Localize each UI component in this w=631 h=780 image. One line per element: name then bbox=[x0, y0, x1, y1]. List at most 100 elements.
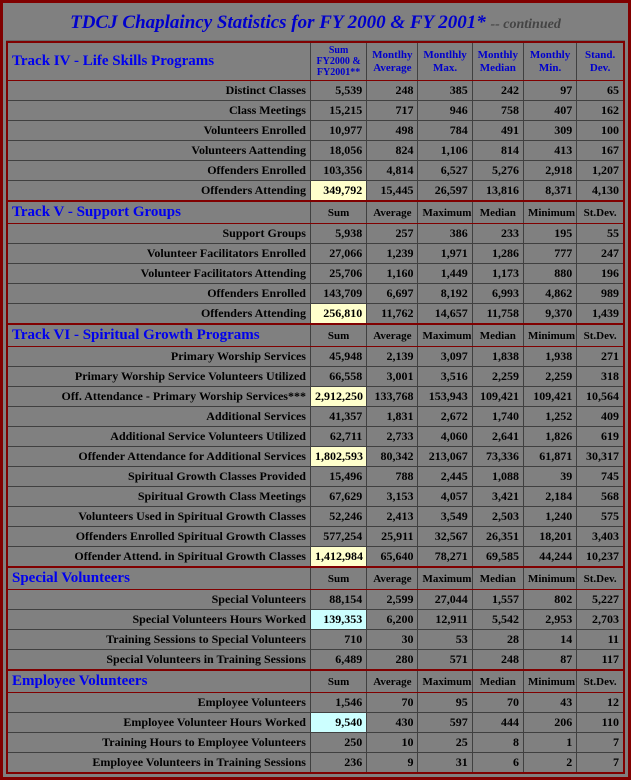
data-cell: 26,597 bbox=[418, 181, 472, 202]
title-continued: -- continued bbox=[490, 17, 560, 32]
row-label: Additional Services bbox=[7, 407, 310, 427]
data-cell: 9,540 bbox=[310, 713, 366, 733]
data-cell: 6,993 bbox=[472, 284, 523, 304]
data-cell: 9,370 bbox=[523, 304, 576, 325]
data-cell: 1,239 bbox=[367, 244, 418, 264]
row-label: Additional Service Volunteers Utilized bbox=[7, 427, 310, 447]
table-row: Training Hours to Employee Volunteers250… bbox=[7, 733, 624, 753]
data-cell: 1,240 bbox=[523, 507, 576, 527]
data-cell: 4,814 bbox=[367, 161, 418, 181]
data-cell: 257 bbox=[367, 224, 418, 244]
data-cell: 1,557 bbox=[472, 590, 523, 610]
table-row: Spiritual Growth Class Meetings67,6293,1… bbox=[7, 487, 624, 507]
data-cell: 2,259 bbox=[523, 367, 576, 387]
table-row: Employee Volunteers in Training Sessions… bbox=[7, 753, 624, 774]
data-cell: 568 bbox=[577, 487, 624, 507]
row-label: Primary Worship Service Volunteers Utili… bbox=[7, 367, 310, 387]
row-label: Special Volunteers Hours Worked bbox=[7, 610, 310, 630]
column-header: Minimum bbox=[523, 670, 576, 693]
data-cell: 5,227 bbox=[577, 590, 624, 610]
data-cell: 206 bbox=[523, 713, 576, 733]
row-label: Training Sessions to Special Volunteers bbox=[7, 630, 310, 650]
data-cell: 65 bbox=[577, 81, 624, 101]
column-header: Average bbox=[367, 670, 418, 693]
data-cell: 242 bbox=[472, 81, 523, 101]
table-row: Offenders Enrolled103,3564,8146,5275,276… bbox=[7, 161, 624, 181]
data-cell: 1,173 bbox=[472, 264, 523, 284]
column-header: Montlhly Max. bbox=[418, 42, 472, 81]
data-cell: 2,672 bbox=[418, 407, 472, 427]
row-label: Employee Volunteers bbox=[7, 693, 310, 713]
column-header: Sum bbox=[310, 567, 366, 590]
data-cell: 8,192 bbox=[418, 284, 472, 304]
section-header: Track VI - Spiritual Growth Programs bbox=[7, 324, 310, 347]
data-cell: 1,160 bbox=[367, 264, 418, 284]
data-cell: 1,088 bbox=[472, 467, 523, 487]
row-label: Volunteers Aattending bbox=[7, 141, 310, 161]
data-cell: 10,564 bbox=[577, 387, 624, 407]
data-cell: 6,697 bbox=[367, 284, 418, 304]
data-cell: 409 bbox=[577, 407, 624, 427]
data-cell: 1,207 bbox=[577, 161, 624, 181]
data-cell: 213,067 bbox=[418, 447, 472, 467]
data-cell: 10,977 bbox=[310, 121, 366, 141]
data-cell: 2,912,250 bbox=[310, 387, 366, 407]
data-cell: 236 bbox=[310, 753, 366, 774]
section-header: Track IV - Life Skills Programs bbox=[7, 42, 310, 81]
data-cell: 11,758 bbox=[472, 304, 523, 325]
data-cell: 788 bbox=[367, 467, 418, 487]
data-cell: 78,271 bbox=[418, 547, 472, 568]
data-cell: 710 bbox=[310, 630, 366, 650]
data-cell: 6,489 bbox=[310, 650, 366, 671]
data-cell: 70 bbox=[367, 693, 418, 713]
data-cell: 6,527 bbox=[418, 161, 472, 181]
data-cell: 758 bbox=[472, 101, 523, 121]
data-cell: 109,421 bbox=[523, 387, 576, 407]
data-cell: 31 bbox=[418, 753, 472, 774]
row-label: Off. Attendance - Primary Worship Servic… bbox=[7, 387, 310, 407]
data-cell: 70 bbox=[472, 693, 523, 713]
row-label: Special Volunteers in Training Sessions bbox=[7, 650, 310, 671]
data-cell: 95 bbox=[418, 693, 472, 713]
data-cell: 2,184 bbox=[523, 487, 576, 507]
row-label: Offenders Attending bbox=[7, 181, 310, 202]
data-cell: 25,911 bbox=[367, 527, 418, 547]
data-cell: 67,629 bbox=[310, 487, 366, 507]
data-cell: 13,816 bbox=[472, 181, 523, 202]
column-header: Average bbox=[367, 201, 418, 224]
table-row: Employee Volunteer Hours Worked9,5404305… bbox=[7, 713, 624, 733]
data-cell: 69,585 bbox=[472, 547, 523, 568]
column-header: Sum bbox=[310, 201, 366, 224]
data-cell: 2,641 bbox=[472, 427, 523, 447]
data-cell: 2 bbox=[523, 753, 576, 774]
data-cell: 989 bbox=[577, 284, 624, 304]
data-cell: 18,056 bbox=[310, 141, 366, 161]
data-cell: 62,711 bbox=[310, 427, 366, 447]
column-header: Maximum bbox=[418, 670, 472, 693]
data-cell: 8 bbox=[472, 733, 523, 753]
data-cell: 1,838 bbox=[472, 347, 523, 367]
data-cell: 233 bbox=[472, 224, 523, 244]
data-cell: 1,286 bbox=[472, 244, 523, 264]
row-label: Spiritual Growth Class Meetings bbox=[7, 487, 310, 507]
data-cell: 26,351 bbox=[472, 527, 523, 547]
data-cell: 619 bbox=[577, 427, 624, 447]
table-row: Special Volunteers Hours Worked139,3536,… bbox=[7, 610, 624, 630]
data-cell: 167 bbox=[577, 141, 624, 161]
column-header: Median bbox=[472, 201, 523, 224]
data-cell: 41,357 bbox=[310, 407, 366, 427]
data-cell: 162 bbox=[577, 101, 624, 121]
data-cell: 814 bbox=[472, 141, 523, 161]
data-cell: 8,371 bbox=[523, 181, 576, 202]
data-cell: 3,421 bbox=[472, 487, 523, 507]
data-cell: 271 bbox=[577, 347, 624, 367]
data-cell: 4,130 bbox=[577, 181, 624, 202]
column-header: Sum bbox=[310, 670, 366, 693]
data-cell: 280 bbox=[367, 650, 418, 671]
data-cell: 15,215 bbox=[310, 101, 366, 121]
table-row: Volunteer Facilitators Attending25,7061,… bbox=[7, 264, 624, 284]
data-cell: 2,445 bbox=[418, 467, 472, 487]
data-cell: 2,953 bbox=[523, 610, 576, 630]
data-cell: 73,336 bbox=[472, 447, 523, 467]
data-cell: 196 bbox=[577, 264, 624, 284]
